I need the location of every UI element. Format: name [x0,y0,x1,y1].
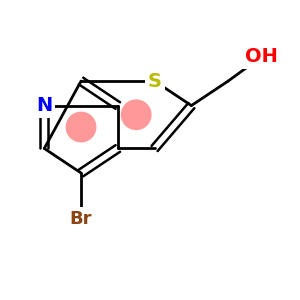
Circle shape [122,100,151,130]
Text: N: N [36,96,52,115]
Text: S: S [148,72,162,91]
Circle shape [66,112,96,142]
Text: OH: OH [245,47,278,66]
Text: Br: Br [70,210,92,228]
